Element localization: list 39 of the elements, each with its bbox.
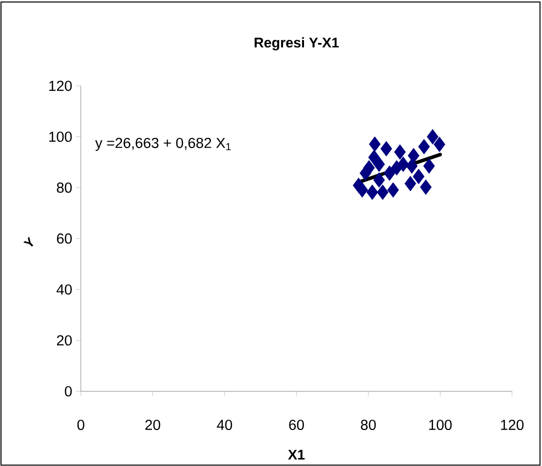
chart-title: Regresi Y-X1	[254, 37, 339, 50]
point	[352, 178, 364, 193]
x-tick-label: 0	[77, 420, 84, 430]
point	[418, 138, 430, 154]
y-tick-label: 0	[64, 386, 72, 396]
point	[420, 179, 432, 195]
point	[373, 156, 385, 172]
y-tick-label: 40	[56, 284, 72, 295]
point	[387, 182, 399, 198]
x-tick-label: 40	[216, 420, 232, 430]
point	[368, 136, 381, 152]
point	[363, 160, 375, 176]
point	[384, 165, 396, 181]
y-tick-label: 20	[56, 335, 72, 346]
annotation: y =26,663 + 0,682 X$_{1}$	[95, 138, 231, 151]
x-tick-label: 100	[429, 420, 452, 430]
y-tick-label: 80	[56, 182, 72, 193]
point	[434, 136, 446, 152]
point	[412, 168, 424, 184]
point	[394, 144, 406, 160]
point	[390, 160, 403, 176]
x-axis-title: X1	[288, 450, 305, 460]
point	[406, 158, 418, 174]
point	[373, 172, 385, 188]
y-tick-label: 120	[49, 80, 72, 91]
x-tick-label: 20	[145, 420, 160, 430]
point	[404, 176, 416, 192]
point	[366, 184, 378, 200]
x-tick-label: 60	[289, 420, 304, 430]
point	[423, 158, 435, 174]
point	[376, 184, 389, 200]
y-tick-label: 60	[56, 233, 72, 244]
x-tick-label: 120	[501, 420, 524, 430]
point	[380, 140, 392, 156]
point	[426, 129, 438, 144]
x-tick-label: 80	[360, 420, 376, 430]
y-axis-title: Y	[23, 236, 34, 247]
y-tick-label: 100	[49, 132, 72, 142]
point	[408, 148, 420, 164]
